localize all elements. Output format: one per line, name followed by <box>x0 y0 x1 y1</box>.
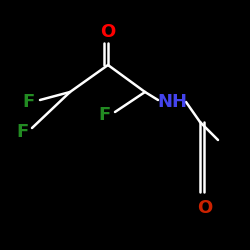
Text: F: F <box>99 106 111 124</box>
Text: F: F <box>22 93 34 111</box>
Text: NH: NH <box>157 93 187 111</box>
Text: F: F <box>16 123 28 141</box>
Text: O: O <box>100 23 116 41</box>
Text: O: O <box>198 199 212 217</box>
